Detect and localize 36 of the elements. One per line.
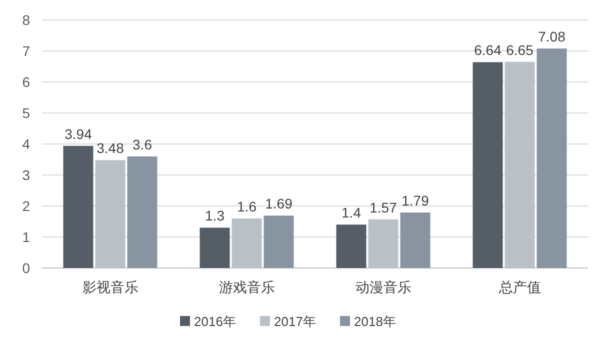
data-label: 3.6 [132,136,152,152]
data-label: 1.79 [402,192,430,209]
x-tick-label: 影视音乐 [82,279,138,295]
y-tick-label: 7 [22,43,30,59]
bar [400,212,430,268]
y-tick-label: 4 [22,136,30,152]
data-label: 1.57 [370,199,398,216]
y-tick-label: 5 [22,105,30,121]
bar [536,48,567,268]
data-label: 3.48 [96,140,124,156]
y-tick-label: 0 [22,260,30,276]
data-label: 6.65 [506,42,534,58]
y-tick-label: 2 [22,198,30,214]
x-tick-label: 游戏音乐 [218,279,275,295]
legend-label: 2018年 [354,314,396,329]
bar [127,156,158,268]
data-label: 1.6 [237,198,257,214]
bar [336,224,366,268]
data-label: 1.69 [265,196,293,212]
data-label: 3.94 [64,126,92,142]
y-tick-label: 8 [22,12,30,28]
legend-label: 2017年 [274,314,316,329]
data-label: 1.4 [342,204,362,221]
data-label: 6.64 [474,42,502,58]
legend-label: 2016年 [194,314,236,329]
x-tick-label: 动漫音乐 [355,279,412,295]
bar [63,146,94,268]
y-tick-label: 1 [22,229,30,245]
data-label: 7.08 [538,28,566,45]
bar [472,62,503,268]
bar [264,216,294,268]
bar [200,228,230,268]
y-tick-label: 6 [22,74,30,90]
x-tick-label: 总产值 [498,279,541,295]
y-tick-label: 3 [22,167,30,183]
data-label: 1.3 [205,208,225,224]
